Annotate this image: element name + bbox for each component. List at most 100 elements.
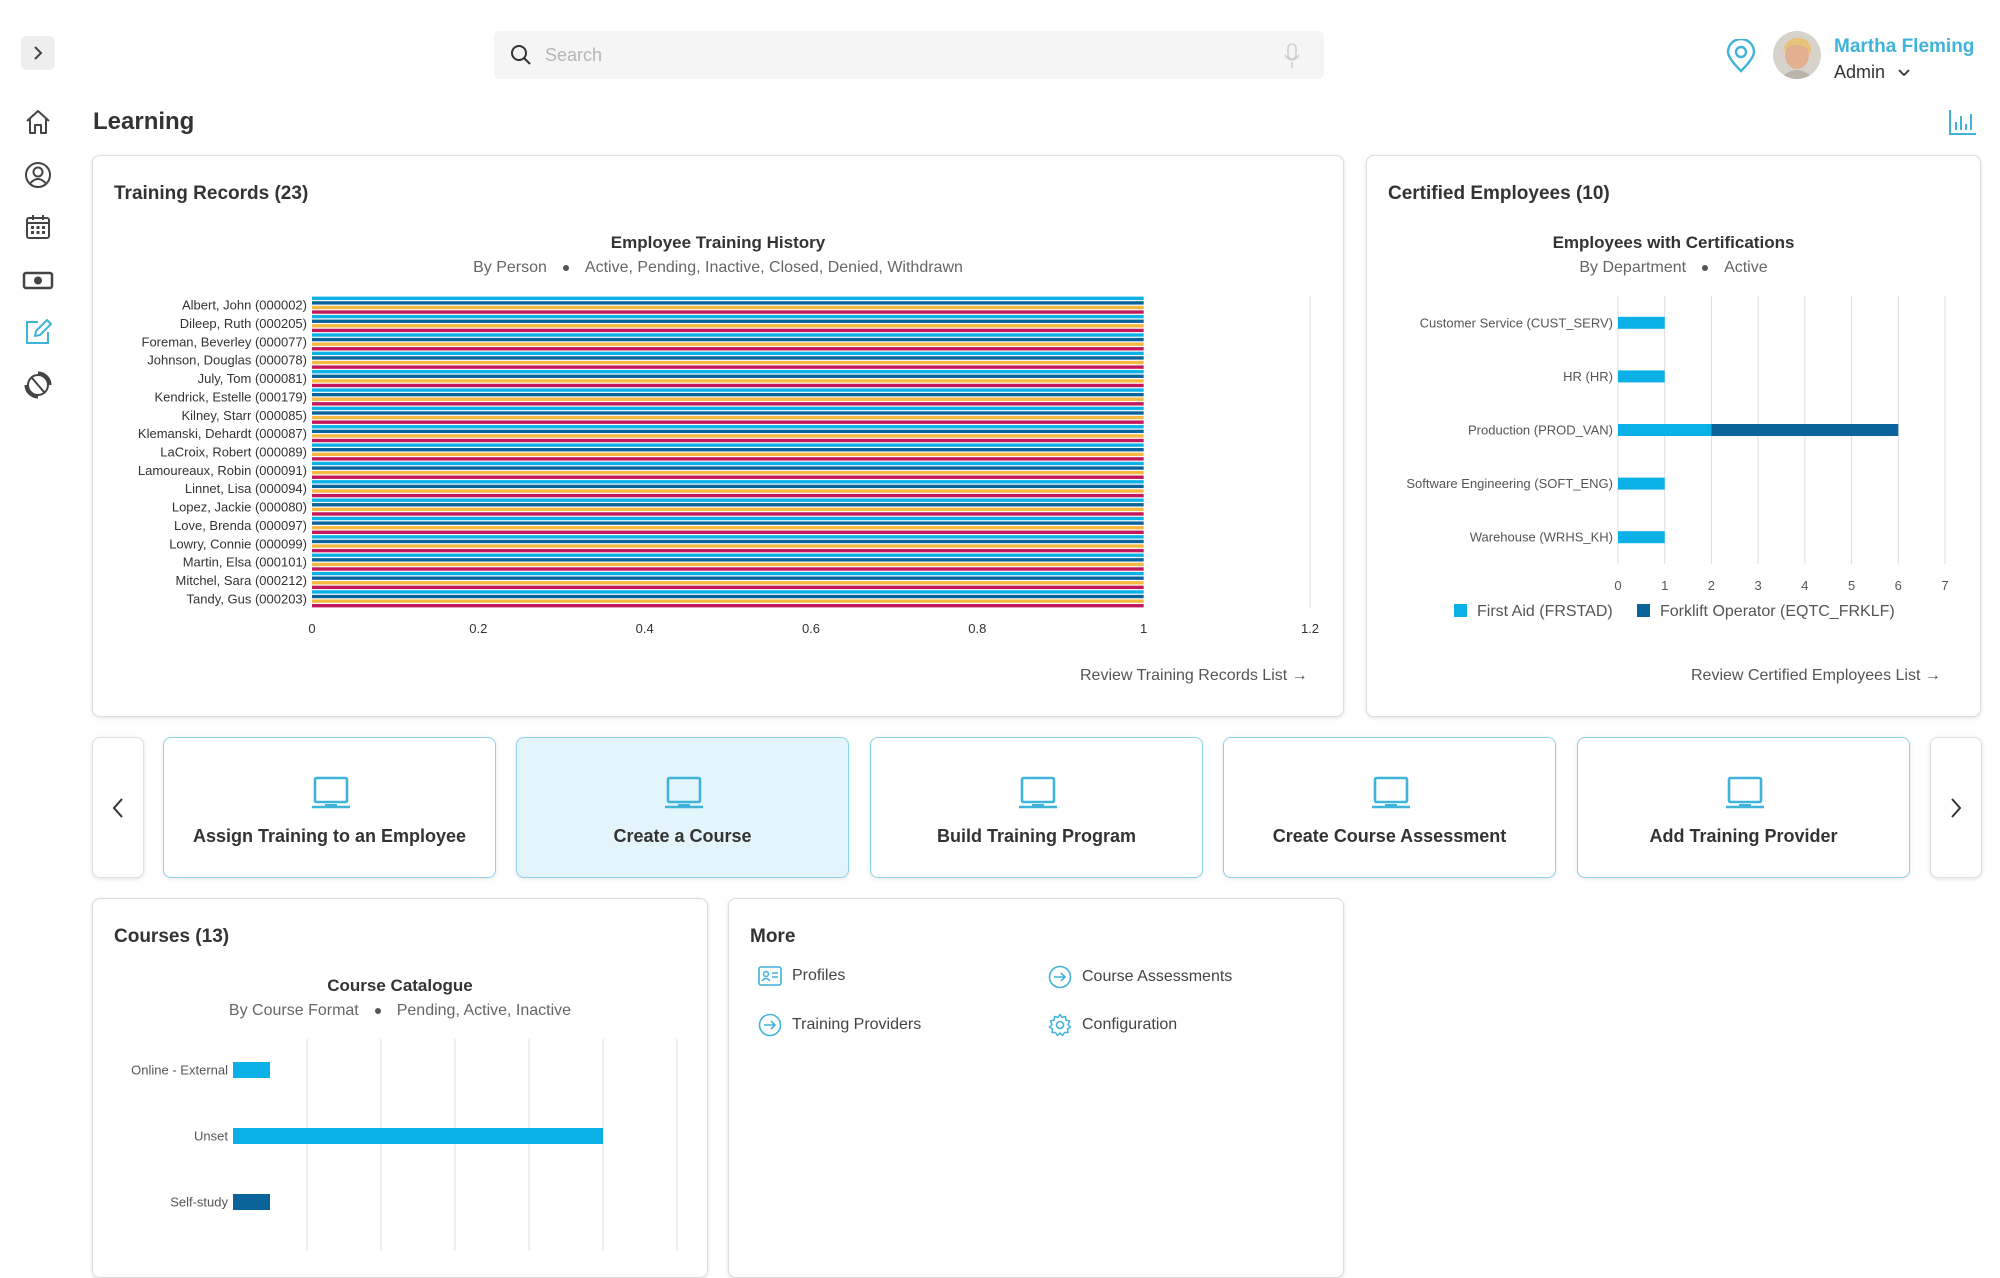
chevron-right-icon — [1951, 797, 1962, 818]
bar — [312, 553, 1144, 557]
more-link-configuration[interactable]: Configuration — [1048, 1013, 1177, 1037]
tick-label: 4 — [1801, 578, 1808, 593]
gear-icon — [1048, 1013, 1072, 1037]
bar — [312, 443, 1144, 447]
bar — [312, 296, 1144, 300]
carousel-prev-button[interactable] — [92, 737, 144, 878]
microphone-icon[interactable] — [1284, 43, 1300, 69]
bar — [312, 402, 1144, 406]
bar — [312, 434, 1144, 438]
more-card: More Profiles Course Assessments Trainin… — [728, 898, 1344, 1278]
bar — [312, 604, 1144, 608]
bar — [312, 452, 1144, 456]
more-link-training-providers[interactable]: Training Providers — [758, 1013, 921, 1037]
bar — [312, 581, 1144, 585]
bar — [312, 415, 1144, 420]
bar — [233, 1194, 270, 1210]
bar — [312, 392, 1144, 397]
category-label: Lowry, Connie (000099) — [169, 536, 307, 551]
category-label: Warehouse (WRHS_KH) — [1470, 530, 1613, 545]
category-label: Love, Brenda (000097) — [174, 518, 307, 533]
search-input[interactable] — [545, 44, 1245, 66]
category-label: Martin, Elsa (000101) — [183, 555, 307, 570]
action-label: Assign Training to an Employee — [192, 826, 467, 846]
user-name[interactable]: Martha Fleming — [1834, 36, 1975, 57]
nav-calendar[interactable] — [22, 211, 54, 243]
action-label: Create Course Assessment — [1272, 826, 1507, 846]
tick-label: 1.2 — [1301, 621, 1319, 636]
user-role-dropdown[interactable]: Admin — [1834, 62, 1911, 83]
more-link-course-assessments[interactable]: Course Assessments — [1048, 965, 1232, 989]
bar — [312, 503, 1144, 507]
category-label: Klemanski, Dehardt (000087) — [138, 426, 307, 441]
category-label: Production (PROD_VAN) — [1468, 423, 1613, 438]
category-label: Mitchel, Sara (000212) — [175, 573, 307, 588]
tick-label: 0.8 — [968, 621, 986, 636]
bar — [312, 585, 1144, 590]
legend-label: First Aid (FRSTAD) — [1477, 603, 1613, 620]
sidebar — [0, 0, 76, 1250]
more-link-profiles[interactable]: Profiles — [758, 965, 845, 987]
bar — [312, 420, 1144, 424]
bar — [312, 397, 1144, 401]
category-label: Kendrick, Estelle (000179) — [155, 389, 307, 404]
bar — [312, 484, 1144, 489]
bar — [312, 530, 1144, 534]
expand-sidebar-button[interactable] — [21, 36, 55, 70]
bar — [312, 493, 1144, 498]
nav-profile[interactable] — [22, 159, 54, 191]
bar — [312, 498, 1144, 502]
search-bar[interactable] — [494, 31, 1324, 79]
review-training-records-link[interactable]: Review Training Records List → — [1080, 667, 1308, 684]
bar — [312, 351, 1144, 356]
bar — [312, 571, 1144, 576]
bar — [312, 512, 1144, 516]
laptop-icon — [1372, 776, 1410, 809]
course-catalogue-chart: Online - External Unset Self-study — [131, 1039, 678, 1251]
bar-chart-icon[interactable] — [1948, 108, 1978, 136]
chevron-left-icon — [112, 797, 123, 818]
category-label: July, Tom (000081) — [198, 371, 307, 386]
chart-title: Employees with Certifications — [1552, 233, 1795, 252]
nav-payroll[interactable] — [22, 264, 54, 296]
id-card-icon — [758, 966, 782, 986]
avatar[interactable] — [1773, 31, 1821, 79]
action-label: Build Training Program — [936, 826, 1137, 846]
calendar-icon — [26, 215, 50, 239]
bar — [312, 507, 1144, 512]
nav-home[interactable] — [22, 106, 54, 138]
bar — [312, 370, 1144, 374]
action-label: Create a Course — [613, 826, 752, 846]
category-label: Unset — [194, 1129, 228, 1144]
action-tile[interactable]: Create Course Assessment — [1223, 737, 1556, 878]
bar — [233, 1128, 603, 1144]
bar — [312, 599, 1144, 603]
review-certified-employees-link[interactable]: Review Certified Employees List → — [1691, 667, 1941, 684]
location-pin-icon[interactable] — [1725, 39, 1757, 73]
training-records-card: Training Records (23) Employee Training … — [92, 155, 1344, 717]
chart-title: Course Catalogue — [327, 976, 473, 995]
more-link-label: Profiles — [792, 967, 846, 984]
nav-learning[interactable] — [22, 316, 54, 348]
home-icon — [26, 110, 50, 134]
bar — [1618, 477, 1665, 490]
nav-integrations[interactable] — [22, 369, 54, 401]
bar — [1618, 424, 1712, 436]
action-tile[interactable]: Create a Course — [516, 737, 849, 878]
card-title: More — [750, 926, 796, 947]
action-tile[interactable]: Assign Training to an Employee — [163, 737, 496, 878]
courses-card: Courses (13) Course Catalogue By Course … — [92, 898, 708, 1278]
action-tile[interactable]: Add Training Provider — [1577, 737, 1910, 878]
arrow-circle-icon — [1048, 965, 1072, 989]
chevron-down-icon — [1898, 68, 1910, 76]
user-role: Admin — [1834, 62, 1886, 82]
carousel-next-button[interactable] — [1930, 737, 1982, 878]
legend-swatch — [1637, 604, 1650, 617]
bar — [312, 521, 1144, 525]
bar — [312, 374, 1144, 378]
bar — [312, 567, 1144, 571]
bar — [1618, 316, 1665, 329]
chart-subtitle: By Person Active, Pending, Inactive, Clos… — [473, 259, 963, 276]
bar — [312, 383, 1144, 388]
action-tile[interactable]: Build Training Program — [870, 737, 1203, 878]
